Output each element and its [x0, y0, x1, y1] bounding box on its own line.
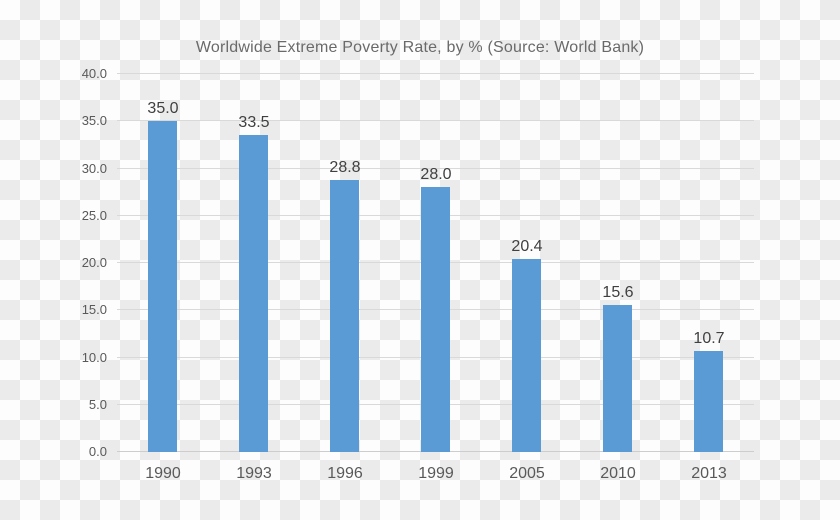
- x-axis-tick-label: 2010: [600, 465, 636, 482]
- y-axis-tick-label: 15.0: [81, 302, 107, 317]
- x-axis-tick-label: 1990: [145, 465, 181, 482]
- bar-1993: [239, 135, 268, 452]
- x-axis-tick-label: 1996: [327, 465, 363, 482]
- x-axis-tick-label: 1993: [236, 465, 272, 482]
- bar-1999: [421, 187, 450, 452]
- gridline: [117, 73, 754, 74]
- bar-value-label: 33.5: [238, 114, 270, 131]
- chart-title: Worldwide Extreme Poverty Rate, by % (So…: [195, 39, 645, 56]
- gridline: [117, 120, 754, 121]
- y-axis-tick-label: 30.0: [81, 161, 107, 176]
- bar-value-label: 28.8: [329, 159, 361, 176]
- y-axis-tick-label: 10.0: [81, 350, 107, 365]
- plot-area: [117, 73, 754, 452]
- x-axis-tick-label: 1999: [418, 465, 454, 482]
- x-axis-tick-label: 2005: [509, 465, 545, 482]
- y-axis-tick-label: 40.0: [81, 66, 107, 81]
- bar-value-label: 15.6: [602, 284, 634, 301]
- bar-2010: [603, 305, 632, 452]
- y-axis-tick-label: 35.0: [81, 113, 107, 128]
- bar-2005: [512, 259, 541, 452]
- y-axis-tick-label: 20.0: [81, 255, 107, 270]
- bar-value-label: 35.0: [147, 100, 179, 117]
- bar-value-label: 10.7: [693, 330, 725, 347]
- y-axis-tick-label: 5.0: [88, 397, 107, 412]
- x-axis-tick-label: 2013: [691, 465, 727, 482]
- bar-1990: [148, 121, 177, 452]
- y-axis-tick-label: 25.0: [81, 208, 107, 223]
- y-axis-tick-label: 0.0: [88, 444, 107, 459]
- bar-2013: [694, 351, 723, 452]
- bar-value-label: 20.4: [511, 238, 543, 255]
- bars: [117, 74, 754, 452]
- gridline: [117, 168, 754, 169]
- bar-value-label: 28.0: [420, 166, 452, 183]
- bar-1996: [330, 180, 359, 452]
